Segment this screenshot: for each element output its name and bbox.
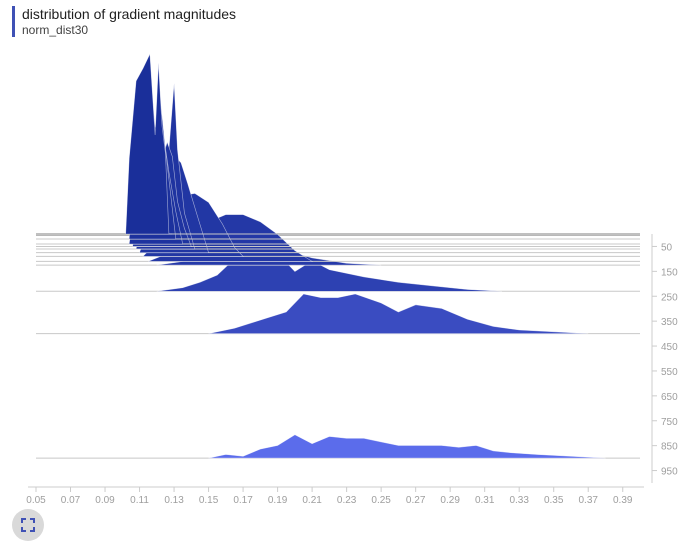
- ridge-area: [125, 52, 173, 235]
- histogram-chart: 50 150 250 350 450 550 650 750 850 950 0.05 0.07 0.0…: [26, 52, 678, 506]
- x-tick-label: 0.37: [578, 495, 598, 506]
- x-tick-label: 0.27: [406, 495, 426, 506]
- y-tick-label: 750: [661, 417, 678, 428]
- x-tick-label: 0.09: [95, 495, 115, 506]
- x-tick-label: 0.11: [130, 495, 149, 506]
- x-tick-label: 0.05: [26, 495, 46, 506]
- y-tick-label: 250: [661, 292, 678, 303]
- chart-subtitle: norm_dist30: [22, 23, 89, 37]
- x-tick-label: 0.23: [337, 495, 357, 506]
- expand-button[interactable]: [12, 509, 44, 541]
- y-tick-label: 450: [661, 342, 678, 353]
- x-tick-label: 0.33: [509, 495, 529, 506]
- x-tick-label: 0.17: [233, 495, 253, 506]
- x-tick-label: 0.31: [475, 495, 495, 506]
- x-tick-label: 0.15: [199, 495, 219, 506]
- y-tick-label: 650: [661, 392, 678, 403]
- y-tick-label: 350: [661, 317, 678, 328]
- x-tick-label: 0.35: [544, 495, 564, 506]
- ridge-area: [208, 293, 589, 334]
- y-tick-label: 550: [661, 367, 678, 378]
- fullscreen-icon: [21, 518, 35, 532]
- y-tick-label: 850: [661, 442, 678, 453]
- x-tick-label: 0.25: [371, 495, 391, 506]
- y-tick-label: 50: [661, 242, 673, 253]
- x-tick-label: 0.39: [613, 495, 633, 506]
- x-tick-label: 0.13: [164, 495, 184, 506]
- x-tick-label: 0.21: [302, 495, 322, 506]
- ridge-area: [208, 434, 606, 459]
- x-tick-label: 0.07: [61, 495, 81, 506]
- title-block: distribution of gradient magnitudes norm…: [12, 6, 236, 37]
- chart-title: distribution of gradient magnitudes: [22, 6, 237, 22]
- x-tick-label: 0.29: [440, 495, 460, 506]
- x-tick-label: 0.19: [268, 495, 288, 506]
- y-tick-label: 950: [661, 467, 678, 478]
- y-tick-label: 150: [661, 267, 678, 278]
